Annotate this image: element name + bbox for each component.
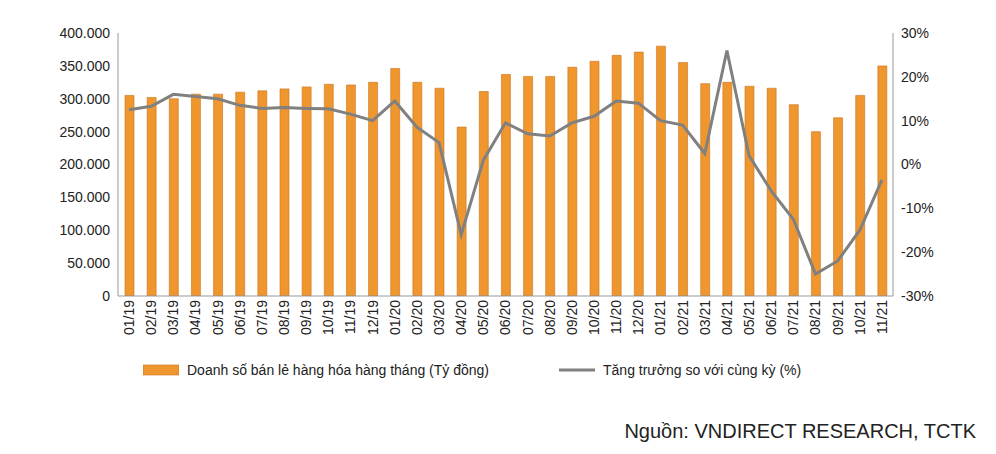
- svg-text:06/19: 06/19: [232, 300, 248, 335]
- svg-text:400.000: 400.000: [59, 25, 110, 41]
- svg-text:05/21: 05/21: [741, 300, 757, 335]
- svg-text:07/21: 07/21: [785, 300, 801, 335]
- svg-text:350.000: 350.000: [59, 58, 110, 74]
- svg-text:03/19: 03/19: [165, 300, 181, 335]
- svg-text:0: 0: [102, 288, 110, 304]
- svg-text:03/20: 03/20: [431, 300, 447, 335]
- svg-text:10%: 10%: [901, 113, 929, 129]
- svg-text:09/19: 09/19: [298, 300, 314, 335]
- html-text:Doanh số bán lẻ hàng hóa hàng: Doanh số bán lẻ hàng hóa hàng tháng (Tỷ …: [187, 362, 489, 378]
- svg-text:01/21: 01/21: [652, 300, 668, 335]
- svg-text:02/20: 02/20: [409, 300, 425, 335]
- svg-text:10/21: 10/21: [852, 300, 868, 335]
- svg-text:10/20: 10/20: [586, 300, 602, 335]
- html-text:Tăng trưởng so với cùng kỳ (%): Tăng trưởng so với cùng kỳ (%): [603, 362, 802, 378]
- svg-text:300.000: 300.000: [59, 91, 110, 107]
- svg-text:20%: 20%: [901, 69, 929, 85]
- svg-text:04/19: 04/19: [187, 300, 203, 335]
- svg-text:09/20: 09/20: [564, 300, 580, 335]
- svg-text:08/21: 08/21: [807, 300, 823, 335]
- svg-text:100.000: 100.000: [59, 222, 110, 238]
- svg-text:50.000: 50.000: [67, 255, 110, 271]
- svg-text:01/19: 01/19: [121, 300, 137, 335]
- html-text:Nguồn: VNDIRECT RESEARCH, TCTK: Nguồn: VNDIRECT RESEARCH, TCTK: [624, 420, 976, 442]
- svg-text:11/19: 11/19: [342, 300, 358, 334]
- svg-text:12/19: 12/19: [365, 300, 381, 335]
- svg-text:01/20: 01/20: [387, 300, 403, 335]
- svg-text:06/20: 06/20: [497, 300, 513, 335]
- svg-text:-30%: -30%: [901, 288, 934, 304]
- svg-text:-10%: -10%: [901, 200, 934, 216]
- svg-text:150.000: 150.000: [59, 189, 110, 205]
- svg-text:06/21: 06/21: [763, 300, 779, 335]
- svg-text:08/20: 08/20: [542, 300, 558, 335]
- svg-text:12/20: 12/20: [630, 300, 646, 335]
- svg-text:02/21: 02/21: [675, 300, 691, 335]
- svg-text:08/19: 08/19: [276, 300, 292, 335]
- svg-text:07/19: 07/19: [254, 300, 270, 335]
- svg-text:0%: 0%: [901, 156, 921, 172]
- svg-text:03/21: 03/21: [697, 300, 713, 335]
- svg-text:11/21: 11/21: [874, 300, 890, 334]
- svg-text:11/20: 11/20: [608, 300, 624, 334]
- svg-text:30%: 30%: [901, 25, 929, 41]
- svg-text:04/21: 04/21: [719, 300, 735, 335]
- svg-text:09/21: 09/21: [830, 300, 846, 335]
- svg-text:10/19: 10/19: [320, 300, 336, 335]
- svg-text:05/20: 05/20: [475, 300, 491, 335]
- svg-text:02/19: 02/19: [143, 300, 159, 335]
- svg-text:200.000: 200.000: [59, 156, 110, 172]
- svg-text:-20%: -20%: [901, 244, 934, 260]
- svg-text:04/20: 04/20: [453, 300, 469, 335]
- svg-text:250.000: 250.000: [59, 124, 110, 140]
- svg-text:07/20: 07/20: [520, 300, 536, 335]
- svg-text:05/19: 05/19: [210, 300, 226, 335]
